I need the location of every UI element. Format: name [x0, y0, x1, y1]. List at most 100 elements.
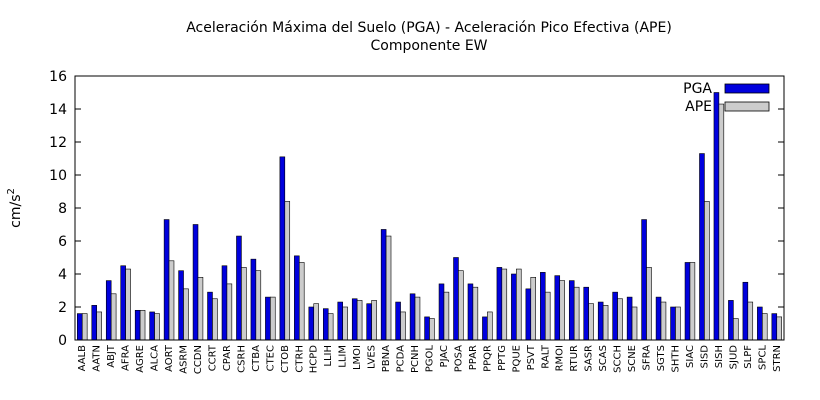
x-tick-label: SCCH: [613, 345, 624, 373]
x-tick-label: STRN: [772, 345, 783, 372]
x-tick-label: CCRT: [207, 344, 218, 371]
bar-ape-llim: [342, 306, 348, 341]
x-tick-label: CTEC: [265, 345, 276, 371]
bar-pga-ctob: [279, 156, 286, 341]
bar-ape-psvt: [530, 276, 537, 341]
bar-pga-sgts: [655, 296, 662, 341]
bar-ape-ctec: [270, 296, 276, 341]
bar-pga-alca: [149, 311, 155, 341]
legend-label-ape: APE: [685, 99, 712, 115]
bar-ape-pque: [516, 268, 522, 341]
bar-pga-pbna: [380, 229, 387, 341]
bar-pga-ctba: [250, 258, 257, 341]
bar-pga-psvt: [525, 288, 532, 341]
bar-ape-scne: [631, 306, 638, 341]
bar-ape-scch: [617, 298, 623, 341]
x-tick-label: PJAC: [439, 345, 450, 367]
bar-pga-rtur: [568, 280, 575, 341]
x-tick-label: POSA: [453, 345, 464, 372]
x-tick-label: AALB: [77, 345, 88, 372]
bars: [77, 92, 782, 341]
bar-ape-sish: [718, 103, 725, 341]
bar-ape-ccdn: [197, 276, 204, 341]
x-tick-label: AORT: [164, 344, 175, 372]
bar-ape-spcl: [761, 313, 768, 341]
bar-pga-pgol: [424, 316, 430, 341]
bar-pga-pque: [511, 273, 517, 341]
bar-pga-lves: [366, 303, 372, 341]
bar-pga-abjt: [105, 280, 112, 341]
bar-pga-sjud: [728, 300, 734, 341]
bar-ape-pjac: [443, 291, 450, 341]
bar-pga-strn: [771, 313, 778, 341]
bar-ape-hcpd: [313, 303, 319, 341]
bar-ape-pcda: [400, 311, 406, 341]
x-tick-label: SHTH: [670, 345, 681, 373]
bar-ape-alca: [154, 313, 160, 341]
bar-pga-ccdn: [192, 224, 199, 341]
bar-ape-pptg: [501, 268, 508, 341]
x-tick-label: RTUR: [569, 345, 580, 372]
plot-frame: [74, 75, 785, 341]
bar-pga-scch: [612, 291, 618, 341]
bar-pga-pjac: [438, 283, 445, 341]
bar-ape-scas: [602, 305, 609, 341]
x-tick-label: PPAR: [468, 345, 479, 370]
bar-ape-sjud: [733, 318, 739, 341]
x-tick-label: PPQR: [482, 345, 493, 372]
y-tick-label: 4: [58, 267, 67, 283]
x-tick-label: AFRA: [121, 345, 132, 371]
bar-pga-aalb: [77, 313, 83, 341]
y-axis-label-unit: cm/s: [8, 195, 24, 228]
bar-pga-afra: [120, 265, 126, 341]
bar-ape-ralt: [544, 291, 551, 341]
bar-ape-ppqr: [487, 311, 493, 341]
bar-pga-rmoi: [554, 275, 561, 341]
bar-ape-pgol: [429, 318, 435, 341]
legend-swatch-ape: [724, 101, 770, 112]
x-tick-label: PBNA: [381, 345, 392, 372]
bar-ape-agre: [139, 309, 146, 341]
bar-pga-llim: [337, 301, 343, 341]
y-tick-label: 16: [49, 69, 67, 85]
bar-pga-siac: [684, 262, 691, 341]
x-tick-label: LLIH: [323, 345, 334, 367]
x-tick-label: SISD: [699, 345, 710, 369]
bar-pga-pcnh: [409, 293, 416, 341]
bar-pga-posa: [453, 257, 459, 341]
x-tick-label: PGOL: [425, 345, 436, 373]
bar-pga-csrh: [236, 235, 242, 341]
bar-pga-ppar: [467, 283, 474, 341]
bar-ape-sisd: [704, 201, 710, 341]
x-tick-label: SJUD: [728, 345, 739, 370]
x-tick-label: ALCA: [150, 345, 161, 371]
bar-ape-ctba: [255, 270, 262, 341]
x-tick-label: CTRH: [294, 345, 305, 373]
bar-pga-pptg: [496, 267, 503, 341]
bar-pga-ctec: [265, 296, 271, 341]
y-tick-label: 8: [58, 201, 67, 217]
x-tick-label: SISH: [714, 345, 725, 368]
bar-ape-aort: [168, 260, 175, 341]
bar-pga-sisd: [699, 153, 705, 341]
bar-ape-lmoi: [356, 300, 363, 341]
bar-pga-cpar: [221, 265, 228, 341]
y-tick-label: 12: [49, 135, 67, 151]
bar-ape-sasr: [588, 303, 594, 341]
bar-pga-spcl: [757, 306, 763, 341]
bar-ape-cpar: [226, 283, 233, 341]
y-tick-label: 2: [58, 300, 67, 316]
bar-pga-hcpd: [308, 306, 315, 341]
x-tick-label: CPAR: [222, 345, 233, 371]
x-tick-label: LLIM: [338, 345, 349, 368]
bar-ape-csrh: [241, 267, 247, 341]
legend-swatch-pga: [724, 83, 770, 94]
y-axis-label: cm/s2: [6, 188, 24, 228]
bar-ape-aalb: [81, 313, 88, 341]
bar-pga-lmoi: [351, 298, 358, 341]
legend: PGA APE: [683, 81, 770, 115]
chart-subtitle: Componente EW: [370, 38, 487, 54]
x-tick-label: HCPD: [309, 345, 320, 374]
bar-pga-scas: [597, 301, 604, 341]
